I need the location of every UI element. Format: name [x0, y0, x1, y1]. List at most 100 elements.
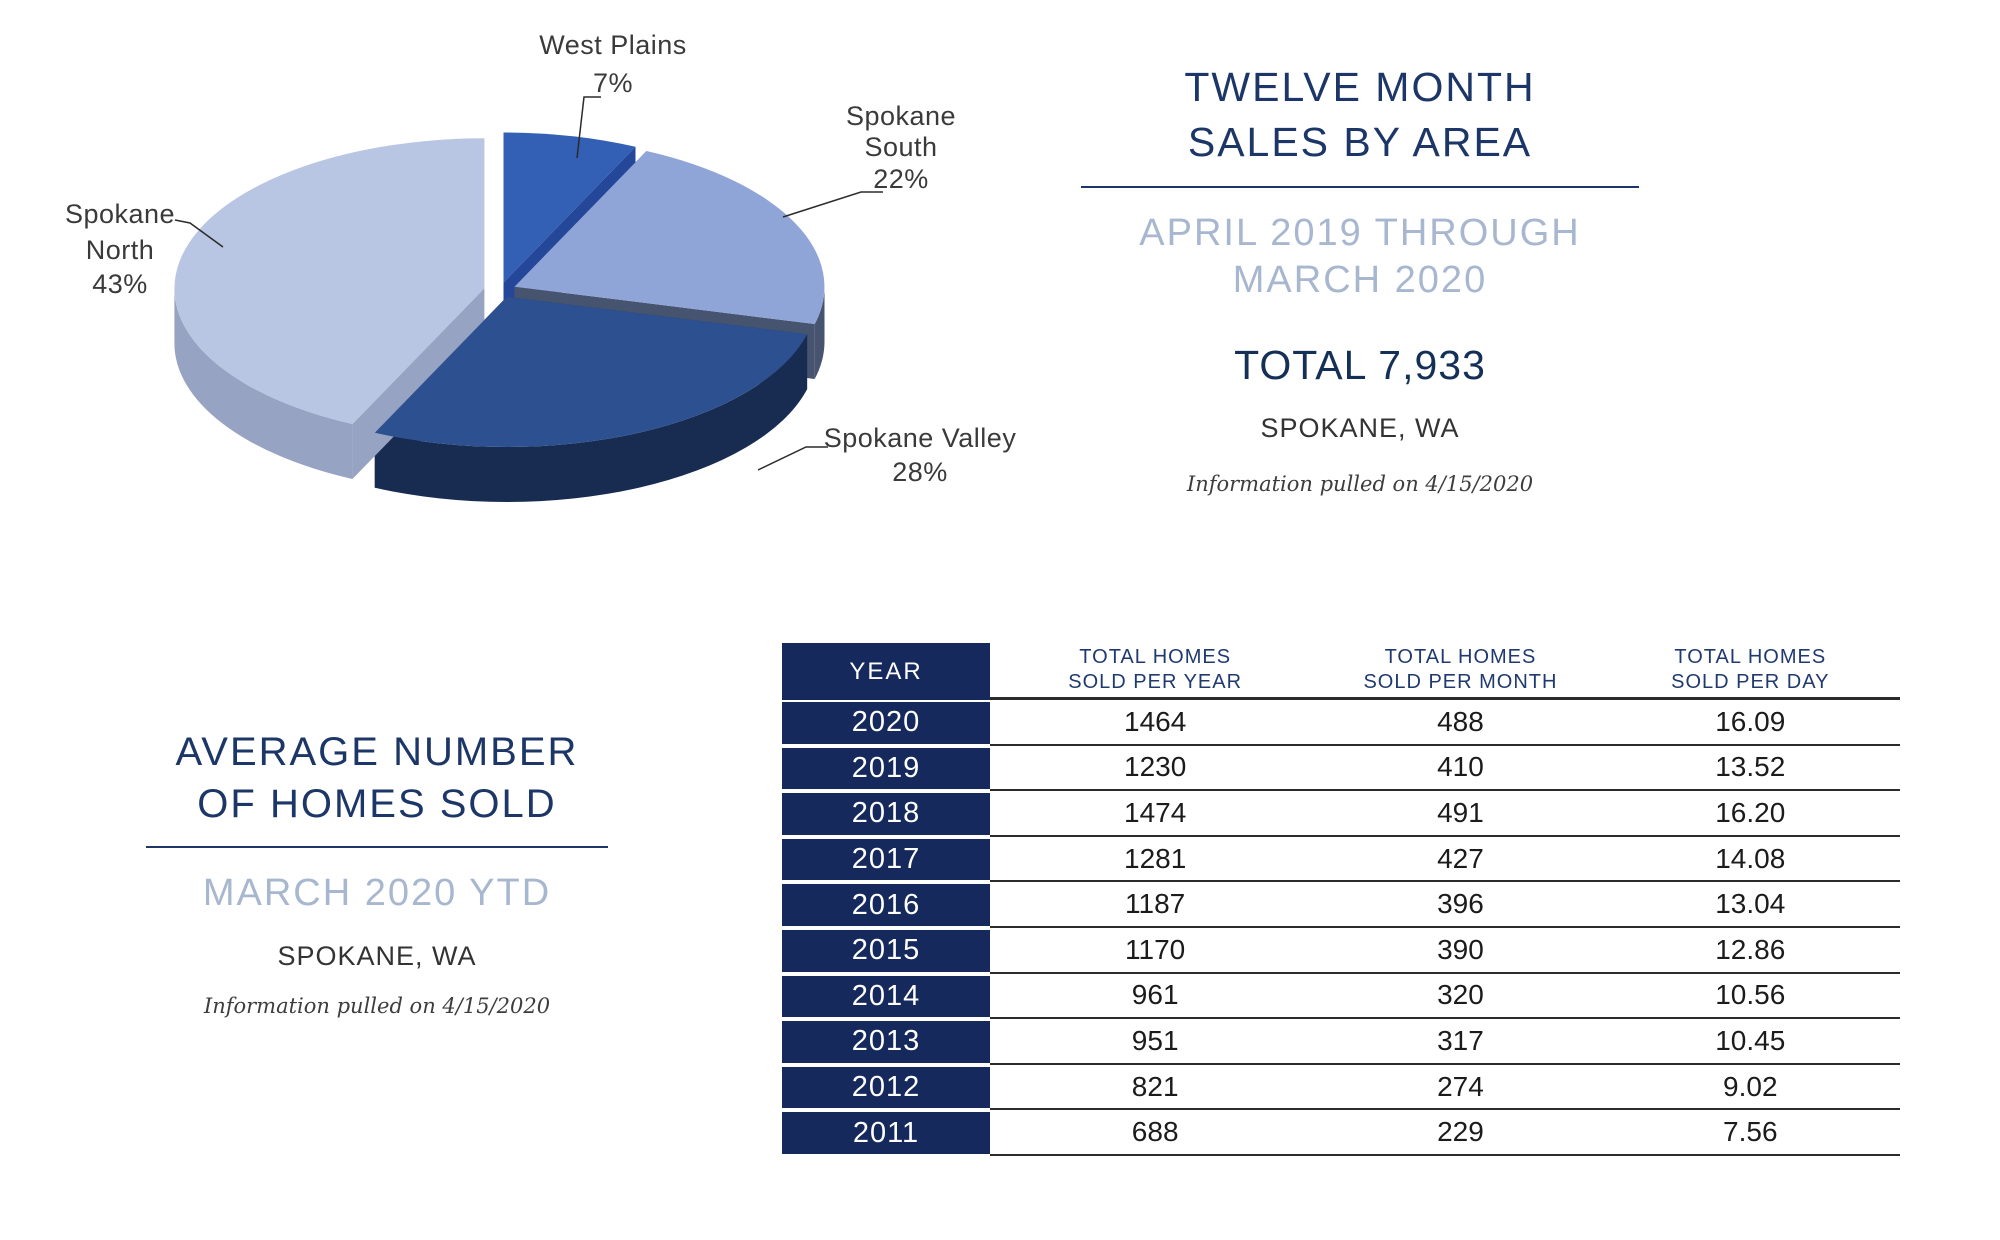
per-day-value: 16.09	[1715, 705, 1786, 737]
per-year-value: 1474	[1124, 796, 1187, 828]
column-header-per-year: TOTAL HOMES SOLD PER YEAR	[990, 643, 1320, 697]
pie-subtitle-line1: APRIL 2019 THROUGH	[1139, 212, 1581, 254]
column-header-line: SOLD PER DAY	[1671, 671, 1830, 693]
pie-location: SPOKANE, WA	[1260, 413, 1460, 443]
pie-label-spokane-south: South	[864, 132, 937, 162]
per-month-value: 396	[1437, 888, 1484, 920]
per-year-value: 1230	[1124, 751, 1187, 783]
pie-label-spokane-north: Spokane	[65, 199, 175, 229]
column-header-per-day: TOTAL HOMES SOLD PER DAY	[1601, 643, 1900, 697]
row-values: 1230 410 13.52	[990, 746, 1900, 792]
twelve-month-sales-header: TWELVE MONTH SALES BY AREA APRIL 2019 TH…	[1035, 60, 1685, 496]
row-values: 1187 396 13.04	[990, 882, 1900, 928]
year-cell: 2017	[782, 838, 990, 881]
year-cell: 2019	[782, 747, 990, 790]
row-values: 961 320 10.56	[990, 974, 1900, 1020]
pie-slice-spokane-north	[174, 138, 485, 425]
pie-label-spokane-south: Spokane	[846, 101, 956, 131]
pie-label-spokane-south: 22%	[873, 164, 929, 194]
year-cell: 2013	[782, 1021, 990, 1063]
row-values: 821 274 9.02	[990, 1065, 1900, 1111]
pie-title-divider	[1081, 186, 1639, 188]
pie-subtitle-line2: MARCH 2020	[1232, 259, 1488, 301]
row-values: 1281 427 14.08	[990, 837, 1900, 883]
year-column-header: YEAR	[782, 643, 990, 700]
column-header-per-month: TOTAL HOMES SOLD PER MONTH	[1320, 643, 1600, 697]
pie-slice-side-spokane-north	[174, 288, 353, 479]
pie-title-line2: SALES BY AREA	[1187, 119, 1533, 165]
table-row: 2014 961 320 10.56	[782, 974, 1900, 1020]
year-cell: 2012	[782, 1066, 990, 1109]
table-row: 2016 1187 396 13.04	[782, 882, 1900, 928]
per-year-value: 951	[1131, 1024, 1179, 1056]
total-sales-value: TOTAL 7,933	[1234, 342, 1486, 388]
per-year-value: 1464	[1124, 705, 1187, 737]
per-year-value: 821	[1131, 1070, 1179, 1102]
avg-subtitle: MARCH 2020 YTD	[202, 872, 552, 914]
pie-slice-side-spokane-valley	[374, 334, 808, 502]
row-values: 1464 488 16.09	[990, 700, 1900, 746]
per-year-value: 1170	[1125, 933, 1186, 965]
per-month-value: 274	[1437, 1070, 1484, 1102]
table-row: 2015 1170 390 12.86	[782, 928, 1900, 974]
pie-slice-spokane-south	[514, 151, 825, 324]
year-cell: 2016	[782, 884, 990, 926]
per-month-value: 427	[1437, 842, 1484, 874]
avg-title-line2: OF HOMES SOLD	[197, 782, 557, 826]
pie-label-west-plains: West Plains	[539, 30, 687, 60]
pie-leader-line-spokane-north	[174, 219, 224, 248]
year-cell: 2018	[782, 793, 990, 835]
pie-slice-spokane-valley	[374, 296, 808, 447]
year-cell: 2011	[782, 1112, 990, 1154]
per-day-value: 13.52	[1715, 751, 1786, 783]
avg-info-note: Information pulled on 4/15/2020	[203, 994, 551, 1018]
table-row: 2012 821 274 9.02	[782, 1065, 1900, 1111]
average-homes-sold-header: AVERAGE NUMBER OF HOMES SOLD MARCH 2020 …	[117, 726, 637, 1018]
avg-title-line1: AVERAGE NUMBER	[175, 730, 579, 774]
per-month-value: 488	[1437, 705, 1484, 737]
pie-leader-line-spokane-valley	[757, 446, 828, 471]
column-header-line: SOLD PER YEAR	[1068, 671, 1243, 693]
pie-label-west-plains: 7%	[593, 68, 633, 98]
pie-label-spokane-valley: Spokane Valley	[824, 423, 1017, 453]
avg-location: SPOKANE, WA	[277, 941, 477, 971]
per-day-value: 12.86	[1715, 933, 1786, 965]
per-day-value: 9.02	[1723, 1070, 1778, 1102]
year-cell: 2014	[782, 975, 990, 1018]
table-row: 2011 688 229 7.56	[782, 1110, 1900, 1156]
per-day-value: 13.04	[1715, 888, 1786, 920]
row-values: 1474 491 16.20	[990, 791, 1900, 837]
pie-label-spokane-north: North	[86, 235, 155, 265]
year-cell: 2015	[782, 929, 990, 972]
per-month-value: 229	[1437, 1116, 1484, 1148]
column-header-line: TOTAL HOMES	[1079, 646, 1232, 668]
pie-info-note: Information pulled on 4/15/2020	[1186, 472, 1534, 496]
row-values: 1170 390 12.86	[990, 928, 1900, 974]
per-day-value: 7.56	[1723, 1116, 1778, 1148]
per-year-value: 688	[1131, 1116, 1179, 1148]
year-cell: 2020	[782, 702, 990, 744]
per-month-value: 320	[1437, 979, 1484, 1011]
column-header-line: TOTAL HOMES	[1674, 646, 1827, 668]
table-row: 2019 1230 410 13.52	[782, 746, 1900, 792]
pie-leader-line-spokane-south	[782, 191, 883, 218]
pie-title-line1: TWELVE MONTH	[1184, 64, 1536, 110]
pie-label-spokane-north: 43%	[92, 269, 148, 299]
row-values: 951 317 10.45	[990, 1019, 1900, 1065]
table-header-row: YEAR TOTAL HOMES SOLD PER YEAR TOTAL HOM…	[782, 643, 1900, 700]
table-row: 2018 1474 491 16.20	[782, 791, 1900, 837]
column-header-line: SOLD PER MONTH	[1363, 671, 1558, 693]
table-header-columns: TOTAL HOMES SOLD PER YEAR TOTAL HOMES SO…	[990, 643, 1900, 700]
per-year-value: 1281	[1124, 842, 1187, 874]
per-month-value: 491	[1437, 796, 1484, 828]
row-values: 688 229 7.56	[990, 1110, 1900, 1156]
per-year-value: 1187	[1125, 888, 1186, 920]
per-month-value: 390	[1437, 933, 1484, 965]
column-header-line: TOTAL HOMES	[1384, 646, 1537, 668]
table-row: 2017 1281 427 14.08	[782, 837, 1900, 883]
avg-title-divider	[146, 846, 608, 848]
table-row: 2020 1464 488 16.09	[782, 700, 1900, 746]
pie-slice-west-plains	[503, 132, 636, 283]
